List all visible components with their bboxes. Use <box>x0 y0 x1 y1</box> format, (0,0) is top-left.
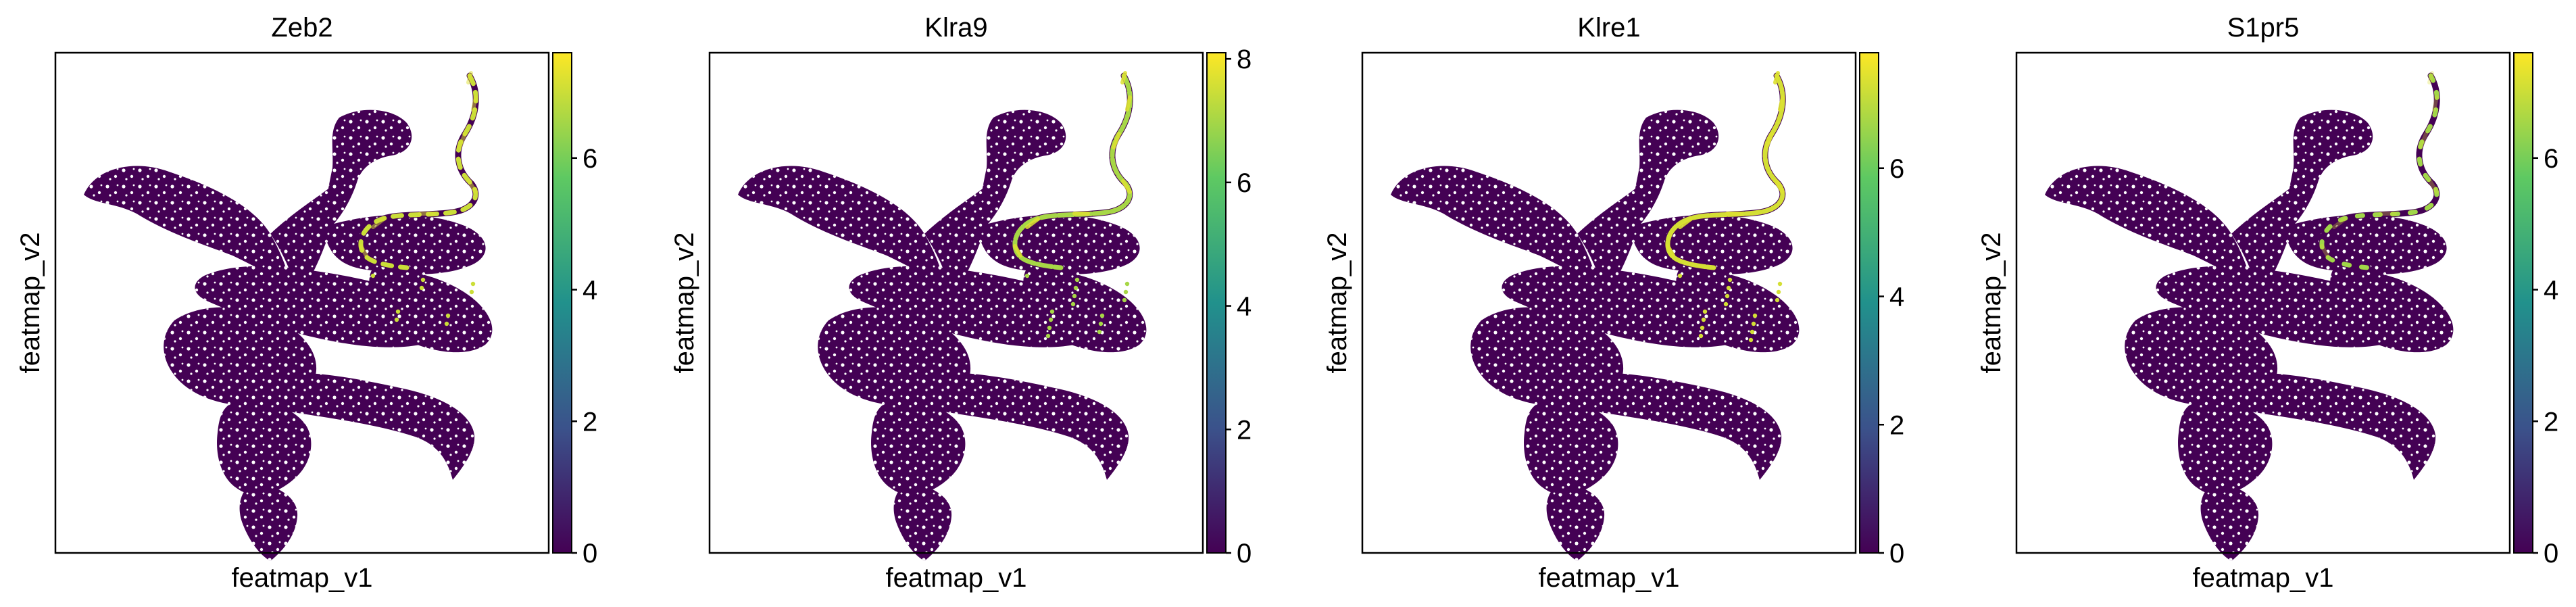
cell-cloud-texture <box>1391 110 1800 561</box>
expressed-cell <box>1098 321 1104 326</box>
expressed-cell <box>445 313 451 318</box>
trajectory-highlight <box>1666 71 1785 258</box>
expressed-cell <box>419 285 424 291</box>
expressed-cell <box>1776 289 1781 295</box>
trajectory-highlight <box>2320 71 2439 258</box>
panel-title: Klre1 <box>1577 13 1640 43</box>
scatter-plot-area <box>84 71 493 561</box>
scatter-plot-area <box>738 71 1147 561</box>
expressed-cell <box>1074 277 1080 283</box>
expressed-cell <box>1122 297 1127 303</box>
y-axis-label: featmap_v2 <box>1977 232 2006 373</box>
colorbar <box>553 53 572 553</box>
colorbar-frame <box>1206 52 1227 554</box>
colorbar <box>1860 53 1879 553</box>
x-axis-label: featmap_v1 <box>1538 563 1679 593</box>
colorbar-tick-label: 4 <box>583 276 597 306</box>
colorbar-tick-label: 4 <box>1889 283 1904 312</box>
expressed-cell <box>1725 293 1730 299</box>
colorbar-tick-label: 6 <box>1889 154 1904 184</box>
expressed-cell <box>395 309 401 314</box>
colorbar-tick-label: 0 <box>2544 539 2558 568</box>
expressed-cell <box>394 317 399 322</box>
plot-frame <box>1361 51 1857 554</box>
cell-cloud-texture <box>84 110 493 561</box>
expressed-cell <box>1677 273 1683 278</box>
expressed-cell <box>1099 313 1105 318</box>
expressed-cell <box>1124 281 1130 287</box>
expressed-cell <box>1123 289 1129 295</box>
colorbar-tick-label: 0 <box>583 539 597 568</box>
colorbar <box>2514 53 2533 553</box>
x-axis-label: featmap_v1 <box>885 563 1026 593</box>
colorbar <box>1207 53 1226 553</box>
colorbar-tick-label: 2 <box>583 407 597 437</box>
expressed-cell <box>1047 325 1052 331</box>
expressed-cell <box>1700 325 1705 331</box>
expressed-cell <box>420 277 426 283</box>
y-axis-label: featmap_v2 <box>16 232 45 373</box>
expressed-cell <box>370 273 376 278</box>
colorbar-tick-label: 2 <box>1237 415 1252 445</box>
colorbar-tick-label: 6 <box>1237 168 1252 198</box>
colorbar-tick-label: 0 <box>1237 539 1252 568</box>
expressed-cell <box>1070 301 1076 307</box>
trajectory-expression <box>2319 73 2439 270</box>
x-axis-label: featmap_v1 <box>2192 563 2333 593</box>
expressed-cell <box>1049 309 1055 314</box>
expressed-cell <box>1024 273 1030 278</box>
expressed-cell <box>1752 313 1758 318</box>
expressed-cell <box>1097 329 1102 335</box>
panel-title: Zeb2 <box>271 13 332 43</box>
colorbar-frame <box>552 52 572 554</box>
panel-2: Klra9 featmap_v1 featmap_v2 0 2 4 6 8 <box>670 13 1252 593</box>
cell-cloud-texture <box>2045 110 2454 561</box>
colorbar-tick-label: 2 <box>1889 410 1904 440</box>
colorbar-tick-label: 6 <box>583 144 597 174</box>
panel-3: Klre1 featmap_v1 featmap_v2 0 2 4 6 <box>1322 13 1904 593</box>
colorbar-tick-label: 0 <box>1889 539 1904 568</box>
colorbar-tick-label: 2 <box>2544 407 2558 437</box>
panel-title: S1pr5 <box>2227 13 2300 43</box>
plot-frame <box>708 51 1204 554</box>
colorbar-tick-label: 8 <box>1237 45 1252 74</box>
expressed-cell <box>1701 317 1706 322</box>
cell-cloud-texture <box>738 110 1147 561</box>
expressed-cell <box>1751 321 1756 326</box>
expressed-cell <box>1073 285 1079 291</box>
expressed-cell <box>469 289 474 295</box>
trajectory-highlight <box>359 71 478 258</box>
expressed-cell <box>1723 301 1729 307</box>
expressed-cell <box>1748 337 1754 343</box>
trajectory-highlight <box>1013 71 1132 258</box>
panel-4: S1pr5 featmap_v1 featmap_v2 0 2 4 6 <box>1977 13 2558 593</box>
expressed-cell <box>1775 297 1780 303</box>
colorbar-tick-label: 4 <box>2544 276 2558 306</box>
expressed-cell <box>1726 285 1731 291</box>
colorbar-frame <box>1859 52 1879 554</box>
plot-frame <box>2015 51 2511 554</box>
colorbar-tick-label: 6 <box>2544 144 2558 174</box>
scatter-plot-area <box>2045 71 2454 561</box>
y-axis-label: featmap_v2 <box>670 232 699 373</box>
x-axis-label: featmap_v1 <box>231 563 372 593</box>
expressed-cell <box>1750 329 1755 335</box>
expressed-cell <box>1698 333 1704 339</box>
panel-title: Klra9 <box>924 13 987 43</box>
y-axis-label: featmap_v2 <box>1322 232 1352 373</box>
colorbar-frame <box>2513 52 2533 554</box>
expressed-cell <box>1702 309 1708 314</box>
expressed-cell <box>1045 333 1051 339</box>
colorbar-tick-label: 4 <box>1237 292 1252 322</box>
panel-1: Zeb2 featmap_v1 featmap_v2 0 2 4 6 <box>16 13 597 593</box>
expressed-cell <box>1072 293 1077 299</box>
expressed-cell <box>470 281 476 287</box>
expressed-cell <box>1777 281 1783 287</box>
expressed-cell <box>1048 317 1054 322</box>
scatter-plot-area <box>1391 71 1800 561</box>
plot-frame <box>54 51 550 554</box>
expressed-cell <box>1727 277 1733 283</box>
expressed-cell <box>444 321 449 326</box>
